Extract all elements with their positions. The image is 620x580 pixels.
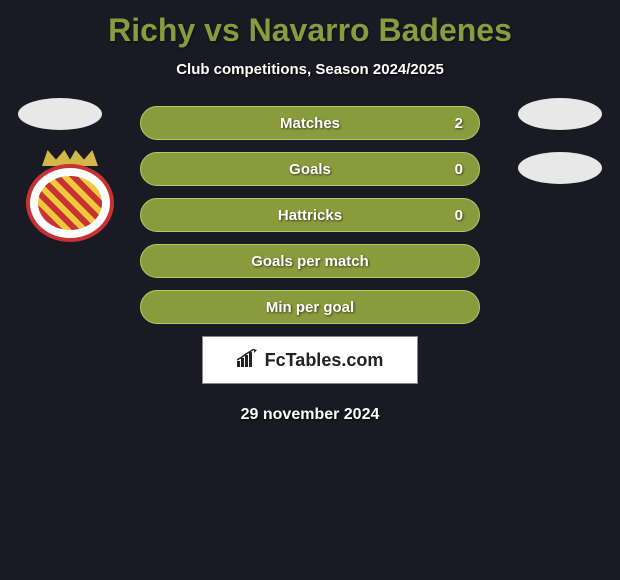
stat-label: Min per goal [266,299,354,316]
page-title: Richy vs Navarro Badenes [0,0,620,49]
stat-label: Goals per match [251,253,369,270]
page-subtitle: Club competitions, Season 2024/2025 [0,61,620,78]
comparison-content: Matches 2 Goals 0 Hattricks 0 Goals per … [0,106,620,424]
stat-row-min-per-goal: Min per goal [140,290,480,324]
brand-text: FcTables.com [265,350,384,371]
brand-logo[interactable]: FcTables.com [202,336,418,384]
date-label: 29 november 2024 [0,406,620,424]
club-badge-right [518,152,602,184]
stats-list: Matches 2 Goals 0 Hattricks 0 Goals per … [140,106,480,324]
stat-row-goals: Goals 0 [140,152,480,186]
player-avatar-left [18,98,102,130]
shield-icon [26,164,114,242]
stat-row-goals-per-match: Goals per match [140,244,480,278]
stat-value: 0 [455,161,463,178]
stat-row-hattricks: Hattricks 0 [140,198,480,232]
club-badge-left [22,150,118,246]
stat-row-matches: Matches 2 [140,106,480,140]
stat-value: 2 [455,115,463,132]
stat-label: Matches [280,115,340,132]
stat-label: Hattricks [278,207,342,224]
stat-label: Goals [289,161,331,178]
chart-icon [237,349,259,372]
player-avatar-right [518,98,602,130]
stat-value: 0 [455,207,463,224]
